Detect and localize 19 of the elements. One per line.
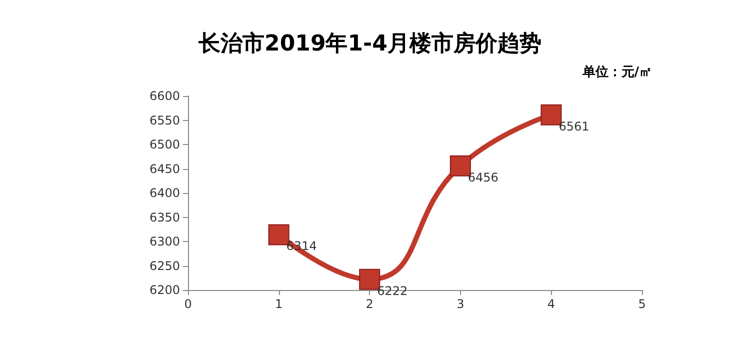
y-tick-label: 6450 (149, 162, 180, 176)
x-tick-label: 2 (366, 297, 374, 311)
data-label: 6456 (468, 170, 498, 184)
y-tick-label: 6200 (149, 283, 180, 297)
chart-title: 长治市2019年1-4月楼市房价趋势 (198, 30, 542, 56)
y-tick-label: 6250 (149, 258, 180, 273)
x-tick-label: 0 (184, 297, 192, 311)
y-tick-label: 6550 (149, 113, 180, 128)
x-tick-label: 5 (638, 297, 646, 311)
text: 单位：元/㎡ (581, 64, 652, 80)
y-tick-label: 6600 (149, 89, 180, 103)
x-tick-label: 3 (456, 297, 464, 311)
y-tick-label: 6350 (149, 210, 180, 224)
x-tick-label: 4 (547, 297, 556, 311)
data-label: 6561 (558, 119, 590, 134)
y-tick-label: 6400 (149, 186, 180, 200)
x-tick-label: 1 (274, 297, 283, 311)
y-tick-label: 6300 (149, 234, 180, 248)
y-tick-label: 6500 (149, 138, 180, 152)
